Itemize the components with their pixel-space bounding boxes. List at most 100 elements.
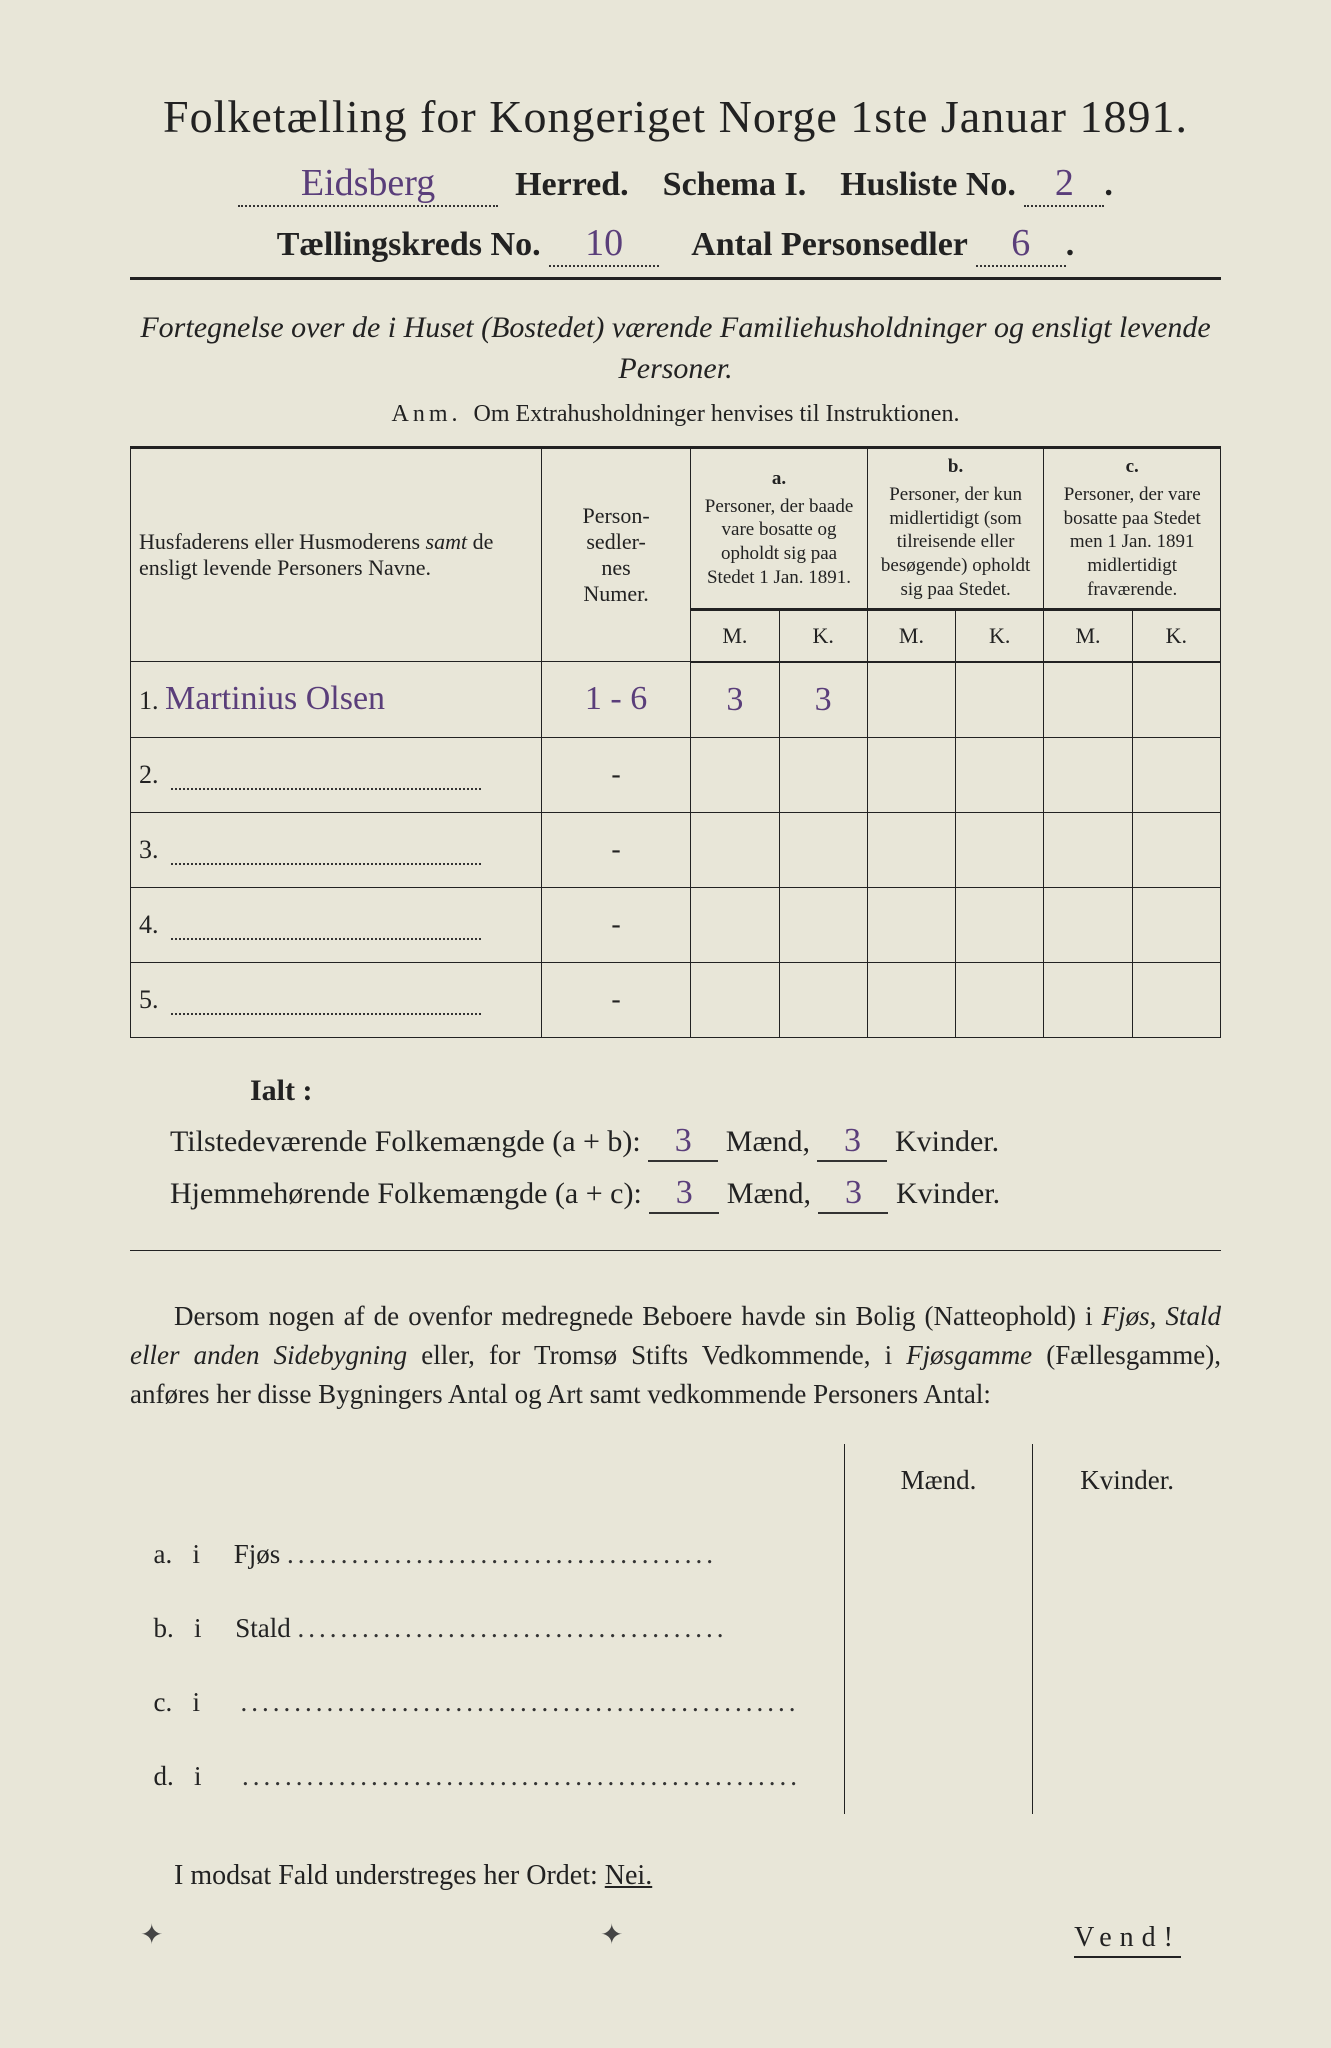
- c-k-header: K.: [1132, 609, 1220, 662]
- maend-label: Mænd,: [726, 1125, 810, 1158]
- census-table: Husfaderens eller Husmoderens samt de en…: [130, 446, 1221, 1038]
- row-c-k: [1132, 887, 1220, 962]
- row-b-k: [956, 962, 1044, 1037]
- bld-maend-cell: [844, 1518, 1033, 1592]
- binding-mark: ✦: [600, 1918, 623, 1952]
- row-num-cell: -: [541, 812, 690, 887]
- row-b-m: [867, 887, 955, 962]
- row-num-cell: -: [541, 737, 690, 812]
- bld-cell: b. i Stald .............................…: [130, 1592, 844, 1666]
- bld-kvinder-cell: [1033, 1740, 1221, 1814]
- ialt-label: Ialt :: [250, 1074, 1221, 1108]
- a-k-header: K.: [779, 609, 867, 662]
- nei-pre: I modsat Fald understreges her Ordet:: [174, 1860, 605, 1891]
- row-c-m: [1044, 887, 1132, 962]
- sum-ab-k: 3: [844, 1122, 861, 1159]
- row-b-k: [956, 812, 1044, 887]
- kvinder-label-2: Kvinder.: [896, 1177, 1000, 1210]
- row-a-m: [691, 812, 779, 887]
- bld-kvinder-header: Kvinder.: [1033, 1444, 1221, 1518]
- bld-cell: d. i ...................................…: [130, 1740, 844, 1814]
- form-title: Folketælling for Kongeriget Norge 1ste J…: [130, 90, 1221, 143]
- row-b-m: [867, 962, 955, 1037]
- row-a-k: [779, 887, 867, 962]
- kreds-label: Tællingskreds No.: [277, 226, 541, 263]
- row-num-cell: -: [541, 962, 690, 1037]
- row-a-m: [691, 737, 779, 812]
- anm-note: Anm. Om Extrahusholdninger henvises til …: [130, 401, 1221, 428]
- row-b-m: [867, 737, 955, 812]
- bld-kvinder-cell: [1033, 1592, 1221, 1666]
- row-name-cell: 4.: [131, 887, 542, 962]
- c-m-header: M.: [1044, 609, 1132, 662]
- row-name-cell: 3.: [131, 812, 542, 887]
- table-row: 1. Martinius Olsen 1 - 6 3 3: [131, 662, 1221, 738]
- bld-maend-cell: [844, 1740, 1033, 1814]
- sum-resident-label: Hjemmehørende Folkemængde (a + c):: [170, 1177, 642, 1210]
- maend-label-2: Mænd,: [727, 1177, 811, 1210]
- herred-label: Herred.: [515, 166, 629, 203]
- bld-row: c. i ...................................…: [130, 1666, 1221, 1740]
- header-line-herred: Eidsberg Herred. Schema I. Husliste No. …: [130, 161, 1221, 207]
- group-b-header: b. Personer, der kun midlertidigt (som t…: [867, 448, 1044, 610]
- row-name-cell: 2.: [131, 737, 542, 812]
- buildings-paragraph: Dersom nogen af de ovenfor medregnede Be…: [130, 1297, 1221, 1414]
- kreds-value: 10: [585, 222, 623, 264]
- herred-value: Eidsberg: [301, 162, 435, 204]
- row-c-m: [1044, 962, 1132, 1037]
- table-row: 3. -: [131, 812, 1221, 887]
- bld-kvinder-cell: [1033, 1518, 1221, 1592]
- sum-resident: Hjemmehørende Folkemængde (a + c): 3 Mæn…: [170, 1174, 1221, 1214]
- row-a-k: 3: [779, 662, 867, 738]
- table-row: 2. -: [131, 737, 1221, 812]
- row-c-m: [1044, 737, 1132, 812]
- anm-text: Om Extrahusholdninger henvises til Instr…: [474, 401, 960, 427]
- row-a-m: [691, 962, 779, 1037]
- row-a-k: [779, 962, 867, 1037]
- husliste-label: Husliste No.: [840, 166, 1016, 203]
- bld-row: a. i Fjøs ..............................…: [130, 1518, 1221, 1592]
- row-c-k: [1132, 812, 1220, 887]
- antal-value: 6: [1011, 222, 1030, 264]
- sum-present-label: Tilstedeværende Folkemængde (a + b):: [170, 1125, 641, 1158]
- vend-label: Vend!: [1074, 1922, 1181, 1958]
- antal-label: Antal Personsedler: [691, 226, 967, 263]
- row-a-m: [691, 887, 779, 962]
- group-a-header: a. Personer, der baade vare bosatte og o…: [691, 448, 868, 610]
- b-m-header: M.: [867, 609, 955, 662]
- census-form-page: Folketælling for Kongeriget Norge 1ste J…: [0, 0, 1331, 2048]
- row-c-k: [1132, 737, 1220, 812]
- bld-cell: a. i Fjøs ..............................…: [130, 1518, 844, 1592]
- sum-ab-m: 3: [675, 1122, 692, 1159]
- nei-line: I modsat Fald understreges her Ordet: Ne…: [130, 1860, 1221, 1892]
- mid-rule: [130, 1250, 1221, 1251]
- anm-label: Anm.: [392, 401, 462, 427]
- bld-cell: c. i ...................................…: [130, 1666, 844, 1740]
- table-row: 4. -: [131, 887, 1221, 962]
- sum-ac-k: 3: [845, 1174, 862, 1211]
- b-k-header: K.: [956, 609, 1044, 662]
- row-b-m: [867, 812, 955, 887]
- table-row: 5. -: [131, 962, 1221, 1037]
- husliste-value: 2: [1055, 162, 1074, 204]
- nei-word: Nei.: [605, 1860, 652, 1891]
- schema-label: Schema I.: [663, 166, 807, 203]
- row-num-cell: -: [541, 887, 690, 962]
- sum-ac-m: 3: [676, 1174, 693, 1211]
- group-c-header: c. Personer, der vare bosatte paa Stedet…: [1044, 448, 1221, 610]
- bld-maend-header: Mænd.: [844, 1444, 1033, 1518]
- col-name-header: Husfaderens eller Husmoderens samt de en…: [131, 448, 542, 662]
- bld-kvinder-cell: [1033, 1666, 1221, 1740]
- row-a-m: 3: [691, 662, 779, 738]
- buildings-table: Mænd. Kvinder. a. i Fjøs ...............…: [130, 1444, 1221, 1814]
- form-subtitle: Fortegnelse over de i Huset (Bostedet) v…: [130, 308, 1221, 389]
- row-c-m: [1044, 812, 1132, 887]
- row-b-k: [956, 737, 1044, 812]
- header-line-kreds: Tællingskreds No. 10 Antal Personsedler …: [130, 221, 1221, 267]
- sum-present: Tilstedeværende Folkemængde (a + b): 3 M…: [170, 1122, 1221, 1162]
- bld-row: d. i ...................................…: [130, 1740, 1221, 1814]
- col-num-header: Person- sedler- nes Numer.: [541, 448, 690, 662]
- header-rule: [130, 277, 1221, 280]
- bld-maend-cell: [844, 1592, 1033, 1666]
- row-c-k: [1132, 962, 1220, 1037]
